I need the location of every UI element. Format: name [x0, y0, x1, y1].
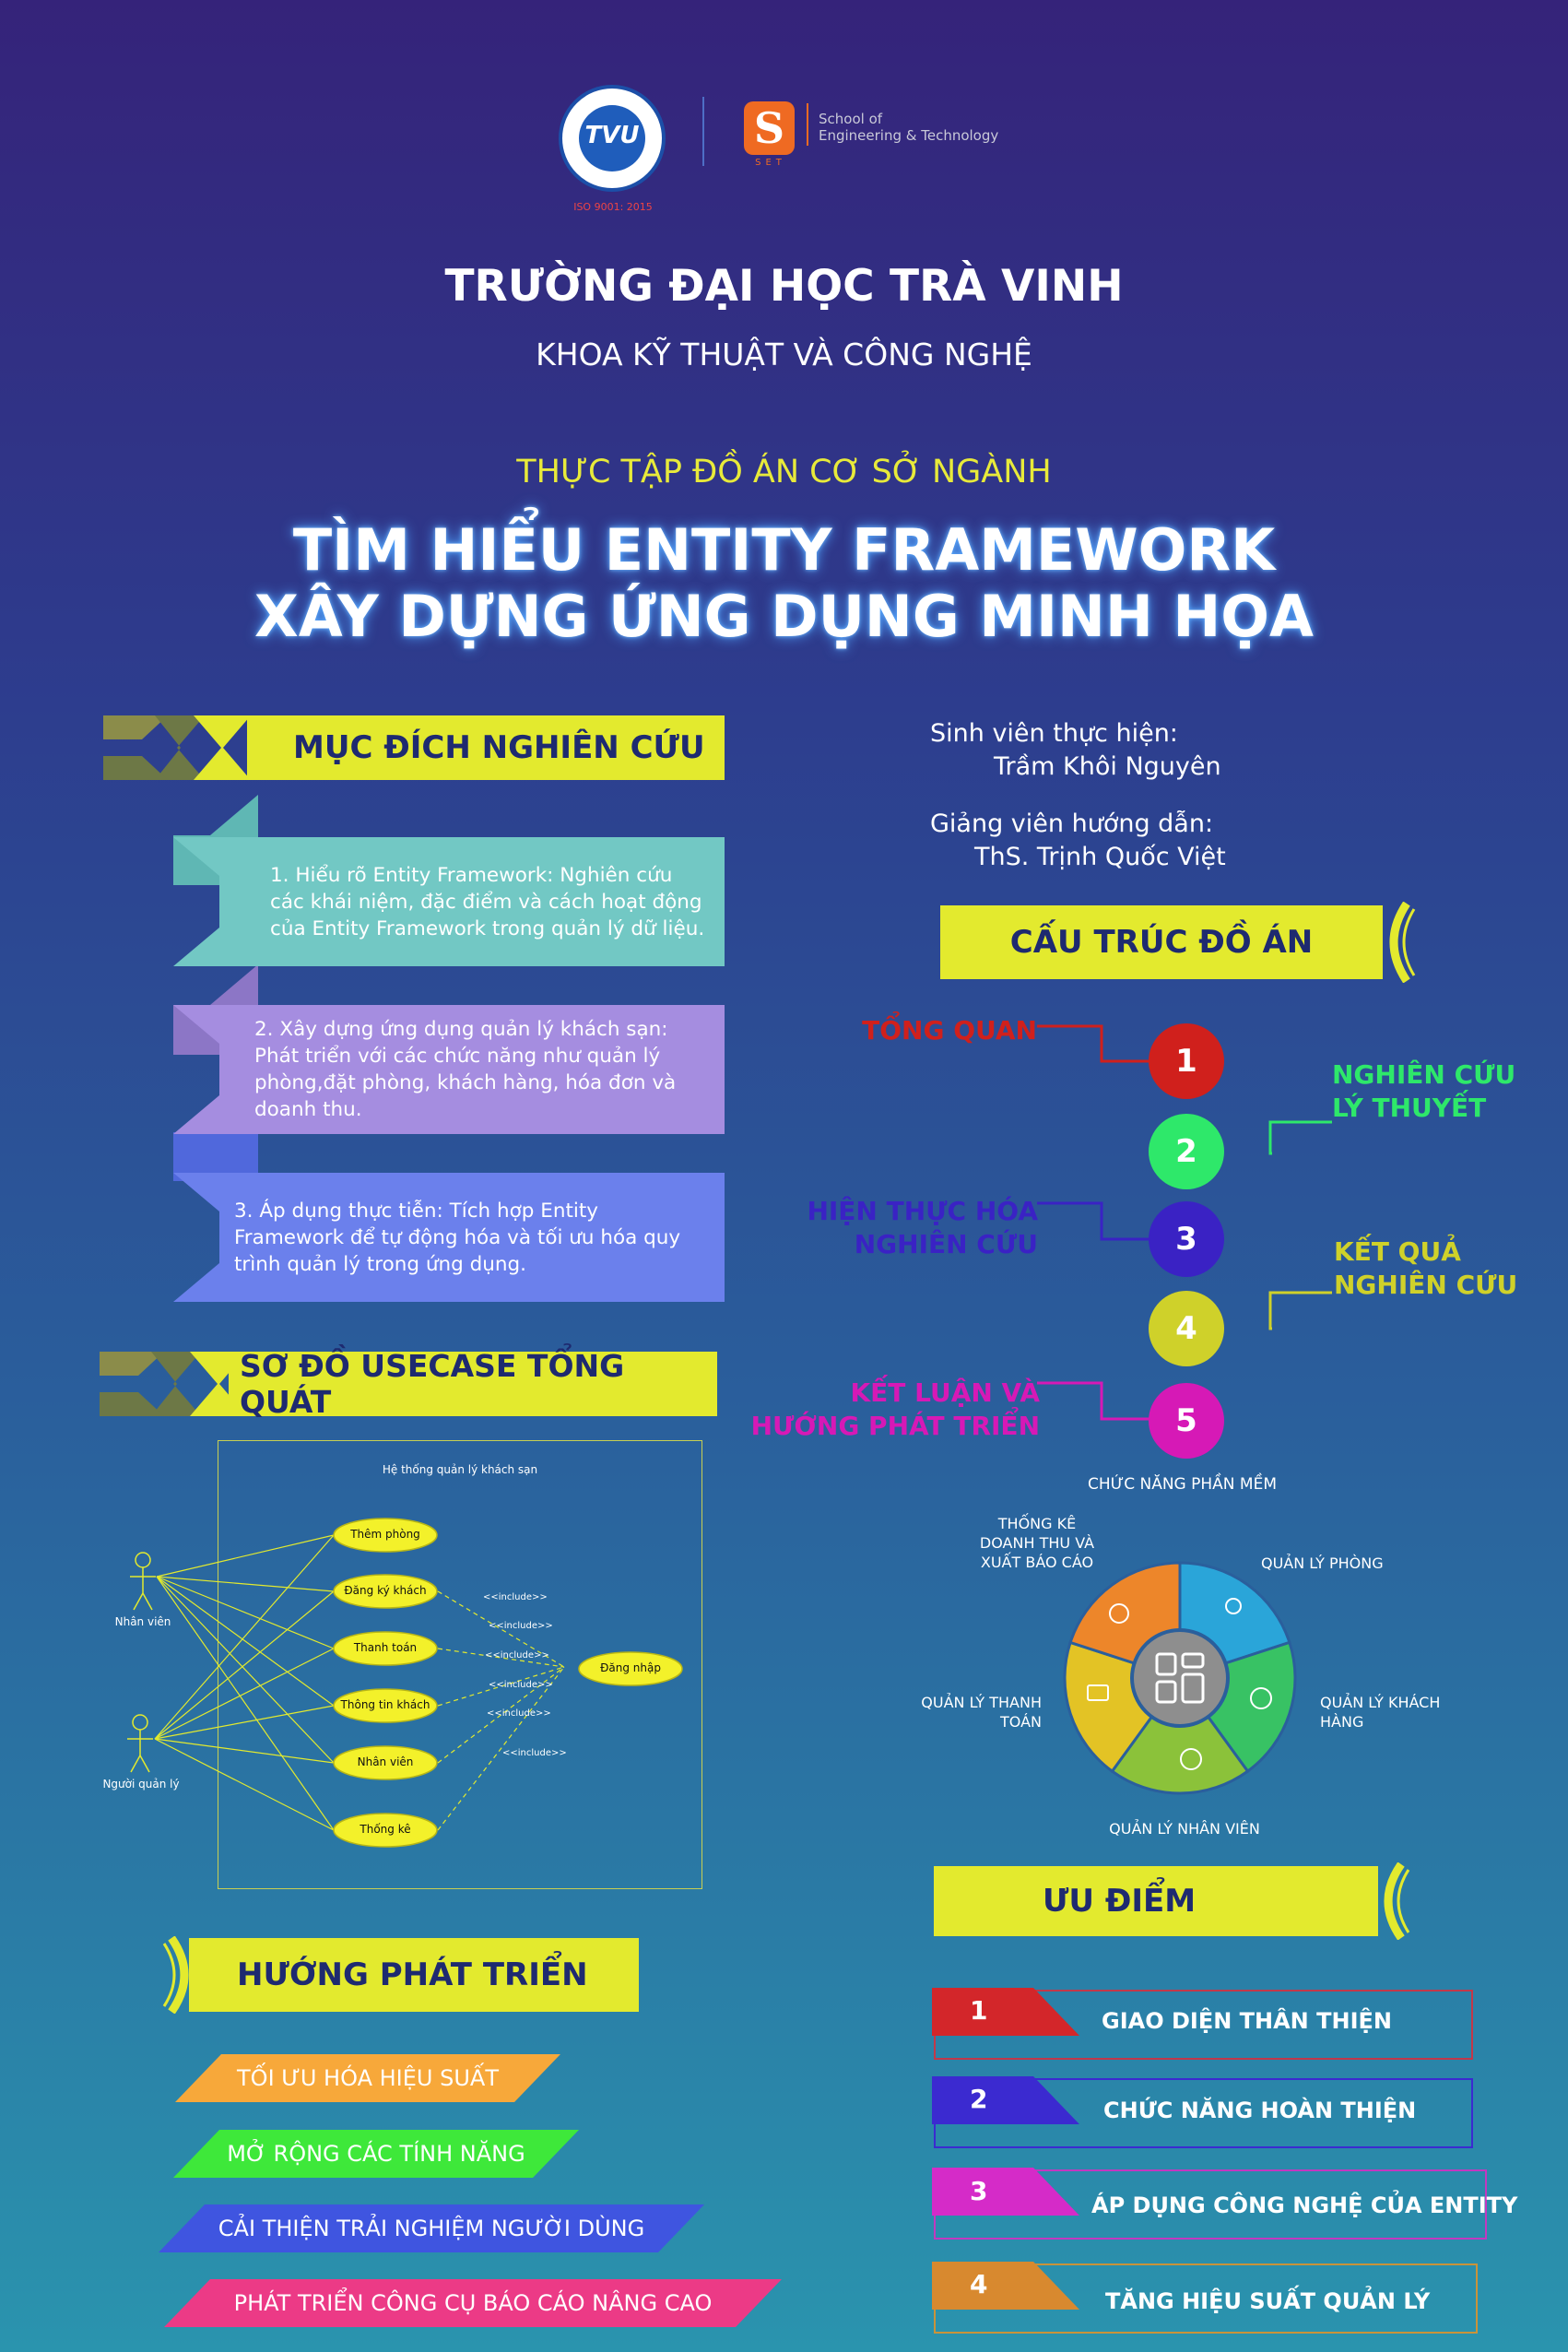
structure-label-2-line-2: LÝ THUYẾT	[1332, 1093, 1487, 1123]
school-line-2: Engineering & Technology	[819, 127, 999, 144]
advantage-tag-3	[932, 2168, 1079, 2216]
structure-label-5: KẾT LUẬN VÀ HƯỚNG PHÁT TRIỂN	[737, 1377, 1040, 1443]
structure-number-1: 1	[1149, 1023, 1224, 1099]
student-label: Sinh viên thực hiện:	[930, 719, 1178, 748]
usecase-case-2: Đăng ký khách	[344, 1584, 427, 1597]
tvu-logo-text: TVU	[584, 122, 640, 149]
usecase-login: Đăng nhập	[600, 1661, 661, 1674]
usecase-include-5: <<include>>	[487, 1708, 551, 1719]
development-item-1: TỐI ƯU HÓA HIỆU SUẤT	[175, 2054, 560, 2102]
structure-number-4: 4	[1149, 1291, 1224, 1366]
advantage-number-4: 4	[970, 2269, 988, 2299]
structure-number-3: 3	[1149, 1201, 1224, 1277]
structure-label-4-line-1: KẾT QUẢ	[1334, 1236, 1461, 1267]
structure-label-4: KẾT QUẢ NGHIÊN CỨU	[1334, 1235, 1517, 1302]
development-heading-curve	[162, 1936, 189, 2014]
function-stats-line-2: DOANH THU VÀ	[979, 1534, 1095, 1552]
set-divider	[807, 103, 808, 146]
project-title-line-1: TÌM HIỂU ENTITY FRAMEWORK	[292, 516, 1276, 584]
function-payment-line-2: TOÁN	[1000, 1713, 1042, 1731]
functions-wheel	[1063, 1561, 1297, 1795]
structure-label-2: NGHIÊN CỨU LÝ THUYẾT	[1332, 1058, 1515, 1125]
function-rooms: QUẢN LÝ PHÒNG	[1261, 1554, 1384, 1572]
advantage-text-4: TĂNG HIỆU SUẤT QUẢN LÝ	[1105, 2288, 1431, 2314]
function-staff: QUẢN LÝ NHÂN VIÊN	[1109, 1820, 1260, 1838]
advantage-tag-2	[932, 2076, 1079, 2124]
advisor-label: Giảng viên hướng dẫn:	[930, 810, 1214, 838]
usecase-include-2: <<include>>	[489, 1621, 553, 1631]
structure-heading-curve	[1389, 902, 1416, 983]
advisor-name: ThS. Trịnh Quốc Việt	[974, 843, 1226, 871]
advantage-text-2: CHỨC NĂNG HOÀN THIỆN	[1103, 2098, 1417, 2123]
structure-label-3-line-2: NGHIÊN CỨU	[854, 1229, 1038, 1259]
structure-connectors	[1037, 1024, 1332, 1421]
purpose-heading: MỤC ĐÍCH NGHIÊN CỨU	[247, 715, 725, 780]
functions-title: CHỨC NĂNG PHẦN MỀM	[1087, 1475, 1277, 1494]
school-line-1: School of	[819, 111, 883, 127]
purpose-item-1: 1. Hiểu rõ Entity Framework: Nghiên cứu …	[173, 837, 725, 966]
development-item-2: MỞ RỘNG CÁC TÍNH NĂNG	[173, 2130, 579, 2178]
development-heading: HƯỚNG PHÁT TRIỂN	[189, 1938, 639, 2012]
usecase-case-5: Nhân viên	[357, 1755, 414, 1768]
usecase-chevrons	[100, 1352, 247, 1416]
function-customers-line-2: HÀNG	[1320, 1713, 1364, 1731]
function-customers-line-1: QUẢN LÝ KHÁCH	[1320, 1694, 1441, 1711]
structure-label-4-line-2: NGHIÊN CỨU	[1334, 1270, 1518, 1300]
set-logo: S	[744, 101, 795, 155]
structure-label-2-line-1: NGHIÊN CỨU	[1332, 1059, 1516, 1090]
logo-divider	[702, 97, 704, 166]
advantage-number-2: 2	[970, 2084, 988, 2114]
usecase-include-1: <<include>>	[483, 1592, 548, 1602]
iso-label: ISO 9001: 2015	[573, 201, 653, 213]
usecase-actor-staff: Nhân viên	[114, 1615, 171, 1628]
student-name: Trầm Khôi Nguyên	[994, 752, 1221, 781]
structure-label-5-line-1: KẾT LUẬN VÀ	[850, 1377, 1040, 1408]
structure-label-3-line-1: HIỆN THỰC HÓA	[807, 1196, 1038, 1226]
usecase-case-6: Thống kê	[360, 1823, 411, 1836]
function-stats-line-3: XUẤT BÁO CÁO	[980, 1554, 1094, 1571]
development-item-3: CẢI THIỆN TRẢI NGHIỆM NGƯỜI DÙNG	[159, 2204, 704, 2252]
advantage-number-1: 1	[970, 1995, 988, 2026]
function-payment: QUẢN LÝ THANH TOÁN	[913, 1693, 1042, 1731]
structure-label-5-line-2: HƯỚNG PHÁT TRIỂN	[750, 1411, 1040, 1441]
advantage-text-3: ÁP DỤNG CÔNG NGHỆ CỦA ENTITY	[1091, 2192, 1518, 2218]
tvu-logo	[559, 85, 666, 192]
university-title: TRƯỜNG ĐẠI HỌC TRÀ VINH	[444, 261, 1124, 312]
usecase-include-4: <<include>>	[489, 1680, 553, 1690]
usecase-lines	[127, 1518, 683, 1848]
course-title: THỰC TẬP ĐỒ ÁN CƠ SỞ NGÀNH	[516, 454, 1052, 490]
purpose-item-2: 2. Xây dựng ứng dụng quản lý khách sạn: …	[173, 1005, 725, 1134]
usecase-include-3: <<include>>	[485, 1650, 549, 1661]
function-customers: QUẢN LÝ KHÁCH HÀNG	[1320, 1693, 1440, 1731]
development-item-4: PHÁT TRIỂN CÔNG CỤ BÁO CÁO NÂNG CAO	[164, 2279, 782, 2327]
purpose-item-3: 3. Áp dụng thực tiễn: Tích hợp Entity Fr…	[173, 1173, 725, 1302]
faculty-title: KHOA KỸ THUẬT VÀ CÔNG NGHỆ	[536, 337, 1032, 372]
advantage-text-1: GIAO DIỆN THÂN THIỆN	[1102, 2008, 1392, 2034]
advantage-tag-1	[932, 1988, 1079, 2036]
usecase-heading: SƠ ĐỒ USECASE TỔNG QUÁT	[229, 1348, 717, 1420]
purpose-chevrons	[103, 715, 251, 780]
usecase-case-3: Thanh toán	[353, 1641, 418, 1654]
structure-number-2: 2	[1149, 1114, 1224, 1189]
advantage-number-3: 3	[970, 2176, 988, 2206]
function-stats: THỐNG KÊ DOANH THU VÀ XUẤT BÁO CÁO	[959, 1514, 1115, 1572]
school-name: School of Engineering & Technology	[819, 111, 998, 144]
structure-heading: CẤU TRÚC ĐỒ ÁN	[940, 905, 1383, 979]
tvu-logo-inner	[579, 105, 645, 171]
usecase-actor-manager: Người quản lý	[102, 1778, 180, 1791]
structure-number-5: 5	[1149, 1383, 1224, 1459]
advantage-tag-4	[932, 2262, 1079, 2310]
project-title-line-2: XÂY DỰNG ỨNG DỤNG MINH HỌA	[254, 583, 1314, 650]
structure-label-3: HIỆN THỰC HÓA NGHIÊN CỨU	[793, 1195, 1038, 1261]
advantages-heading: ƯU ĐIỂM	[934, 1866, 1378, 1936]
function-payment-line-1: QUẢN LÝ THANH	[921, 1694, 1042, 1711]
usecase-system-title: Hệ thống quản lý khách sạn	[382, 1463, 538, 1476]
usecase-include-6: <<include>>	[502, 1748, 567, 1758]
advantages-heading-curve	[1384, 1862, 1410, 1940]
usecase-case-1: Thêm phòng	[350, 1528, 420, 1541]
structure-label-1: TỔNG QUAN	[862, 1015, 1037, 1046]
usecase-case-4: Thông tin khách	[340, 1698, 430, 1711]
set-letters: SET	[755, 158, 786, 168]
function-stats-line-1: THỐNG KÊ	[997, 1515, 1077, 1532]
